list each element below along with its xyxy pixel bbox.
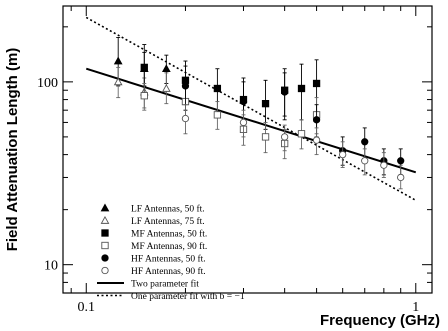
legend: LF Antennas, 50 ft.LF Antennas, 75 ft. MF… xyxy=(97,203,245,302)
legend-marker xyxy=(101,266,109,275)
data-point xyxy=(161,64,171,73)
x-tick-label: 0.1 xyxy=(78,300,96,315)
data-point xyxy=(261,133,270,141)
data-point xyxy=(397,157,405,165)
data-point xyxy=(281,88,289,96)
y-tick-label: 100 xyxy=(37,76,58,91)
legend-label: HF Antennas, 50 ft. xyxy=(131,254,206,265)
data-point xyxy=(361,157,369,165)
legend-label: LF Antennas, 75 ft. xyxy=(131,216,205,227)
legend-label: LF Antennas, 50 ft. xyxy=(131,204,205,215)
data-point xyxy=(113,77,123,86)
data-point xyxy=(181,82,190,90)
legend-label: One parameter fit with b = −1 xyxy=(131,291,245,302)
data-point xyxy=(213,84,222,93)
data-point xyxy=(312,79,321,88)
data-point xyxy=(361,138,369,146)
data-point xyxy=(239,118,248,127)
fit-lines-layer xyxy=(85,16,417,201)
y-tick-label: 10 xyxy=(44,259,58,274)
data-point xyxy=(140,92,148,100)
x-tick-label: 1 xyxy=(412,300,419,315)
data-points-layer xyxy=(113,36,405,190)
data-point xyxy=(161,83,171,92)
plot-frame-layer xyxy=(62,5,433,294)
data-point xyxy=(339,150,347,159)
data-point xyxy=(380,161,388,169)
plot-frame xyxy=(62,5,433,294)
x-axis-title: Frequency (GHz) xyxy=(320,312,440,329)
data-point xyxy=(297,130,306,138)
data-point xyxy=(239,97,248,106)
legend-marker xyxy=(101,241,109,250)
data-point xyxy=(213,111,222,119)
data-point xyxy=(297,84,306,93)
data-point xyxy=(397,173,405,182)
data-point xyxy=(181,114,190,123)
data-point xyxy=(261,100,270,108)
ticks-layer: 0.1 1 10 100 xyxy=(37,6,432,315)
legend-label: MF Antennas, 50 ft. xyxy=(131,229,207,240)
legend-label: Two parameter fit xyxy=(131,279,199,290)
data-point xyxy=(113,56,123,65)
data-point xyxy=(312,136,321,144)
legend-marker xyxy=(101,254,109,262)
fit-line xyxy=(85,67,417,174)
data-point xyxy=(140,63,148,72)
legend-marker xyxy=(100,215,110,224)
fit-line xyxy=(85,16,417,201)
legend-label: MF Antennas, 90 ft. xyxy=(131,241,207,252)
legend-marker xyxy=(101,229,109,237)
data-point xyxy=(281,133,289,141)
y-axis-title: Field Attenuation Length (m) xyxy=(4,48,21,252)
data-point xyxy=(312,116,321,124)
legend-marker xyxy=(100,203,110,212)
legend-label: HF Antennas, 90 ft. xyxy=(131,266,206,277)
